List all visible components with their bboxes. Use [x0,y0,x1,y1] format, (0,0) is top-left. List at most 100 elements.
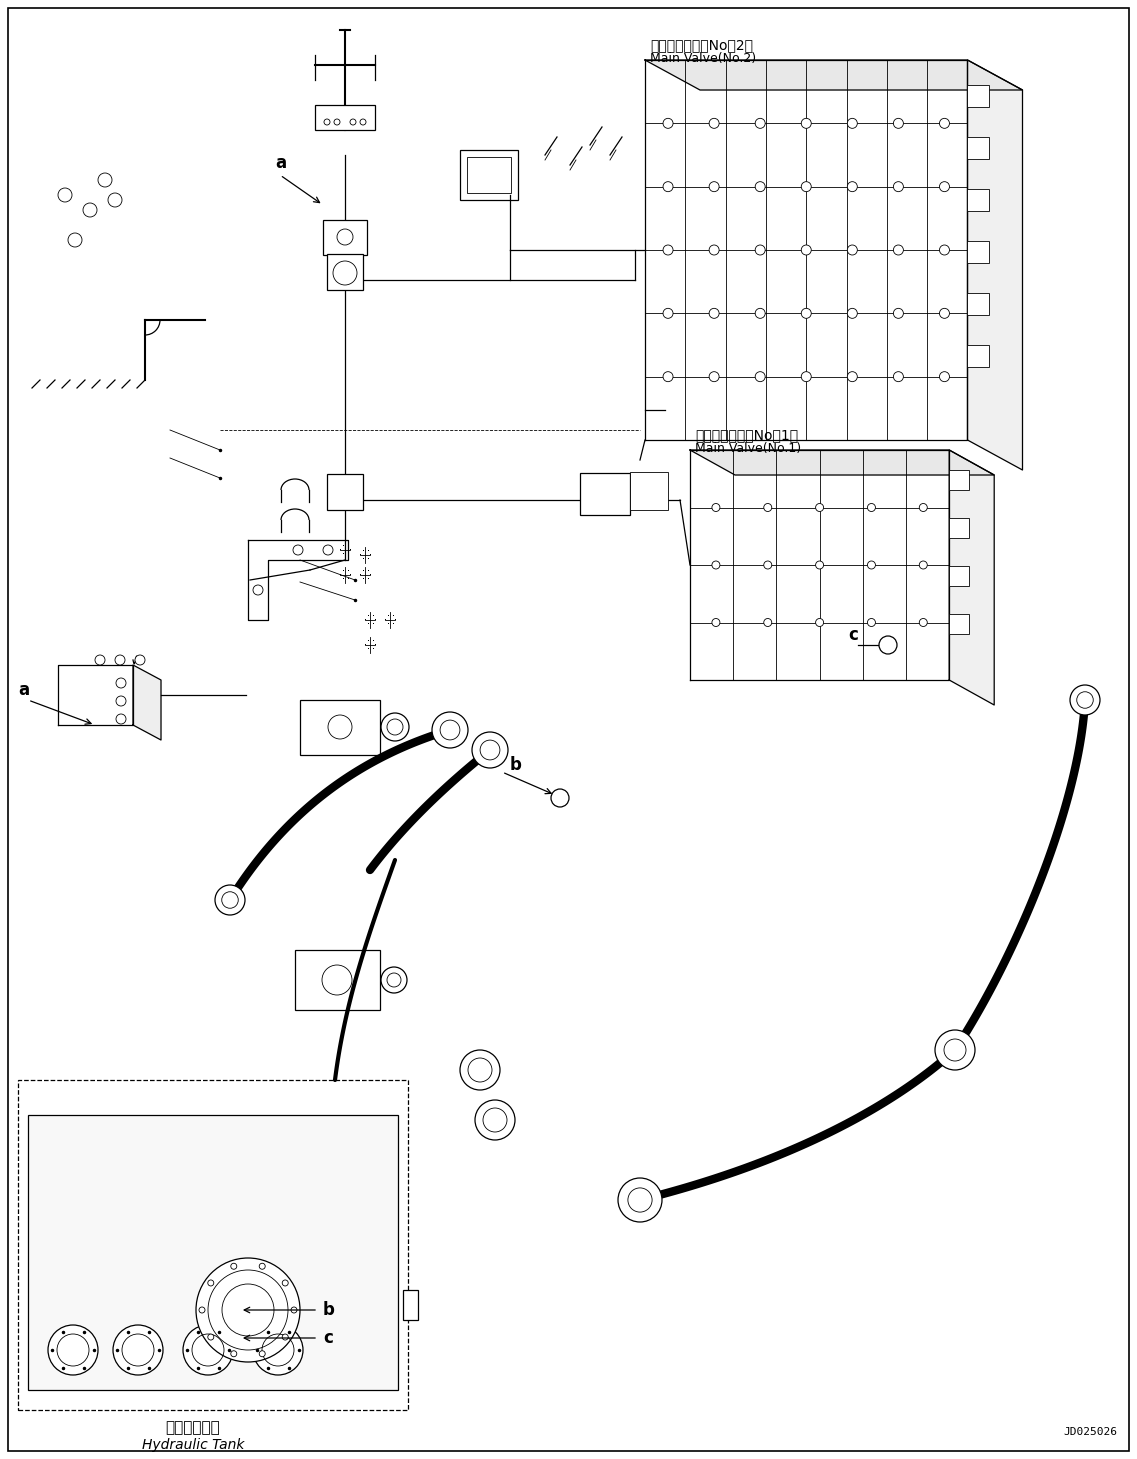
Polygon shape [645,60,1022,90]
Circle shape [894,372,904,382]
Text: a: a [18,681,30,699]
Text: b: b [323,1301,335,1319]
Circle shape [208,1334,214,1339]
Circle shape [116,678,126,689]
Text: Main Valve(No.1): Main Valve(No.1) [695,442,802,455]
Circle shape [712,562,720,569]
Circle shape [894,308,904,318]
Polygon shape [690,449,994,476]
Circle shape [709,118,719,128]
Polygon shape [248,540,348,620]
Circle shape [116,713,126,724]
Polygon shape [690,449,949,680]
Circle shape [847,245,857,255]
Bar [467,158,511,193]
Text: メインバルブ（No．2）: メインバルブ（No．2） [650,38,753,53]
Bar [315,105,375,130]
Circle shape [815,503,823,512]
Bar [294,950,380,1010]
Text: メインバルブ（No．1）: メインバルブ（No．1） [695,427,798,442]
Circle shape [755,245,765,255]
Circle shape [183,1325,233,1374]
Circle shape [381,967,407,994]
Circle shape [712,619,720,626]
Circle shape [663,245,673,255]
Circle shape [551,789,568,807]
Circle shape [868,619,875,626]
Circle shape [663,372,673,382]
Circle shape [381,713,409,741]
Circle shape [894,245,904,255]
Circle shape [663,308,673,318]
Circle shape [663,118,673,128]
Text: Main Valve(No.2): Main Valve(No.2) [650,53,756,66]
Bar [580,473,630,515]
Circle shape [196,1258,300,1363]
Text: a: a [275,155,287,172]
Circle shape [939,245,949,255]
Circle shape [282,1280,288,1285]
Circle shape [764,619,772,626]
Circle shape [254,1325,302,1374]
Circle shape [755,308,765,318]
Circle shape [259,1351,265,1357]
Circle shape [755,182,765,191]
Circle shape [920,503,928,512]
Circle shape [815,619,823,626]
Circle shape [291,1307,297,1313]
Circle shape [939,372,949,382]
Circle shape [663,182,673,191]
Circle shape [802,245,812,255]
Circle shape [939,182,949,191]
Bar [28,1115,398,1390]
Circle shape [475,1100,515,1139]
Circle shape [712,503,720,512]
Circle shape [815,562,823,569]
Circle shape [764,562,772,569]
Circle shape [337,229,352,245]
Polygon shape [968,60,1022,470]
Circle shape [868,503,875,512]
Bar [630,473,669,511]
Circle shape [755,118,765,128]
Bar [949,566,969,587]
Circle shape [360,120,366,125]
Circle shape [115,655,125,665]
Bar [300,700,380,754]
Bar [968,241,989,263]
Circle shape [802,372,812,382]
Circle shape [847,118,857,128]
Circle shape [847,372,857,382]
Circle shape [709,245,719,255]
Circle shape [847,308,857,318]
Text: Hydraulic Tank: Hydraulic Tank [142,1439,244,1452]
Text: b: b [511,756,522,775]
Circle shape [868,562,875,569]
Circle shape [208,1280,214,1285]
Bar [949,614,969,635]
Circle shape [879,636,897,654]
Circle shape [755,372,765,382]
Bar [949,470,969,490]
Circle shape [68,233,82,247]
Bar [18,1080,408,1409]
Circle shape [98,174,113,187]
Bar [323,220,367,255]
Circle shape [920,619,928,626]
Text: JD025026: JD025026 [1063,1427,1117,1437]
Polygon shape [133,665,161,740]
Bar [327,474,363,511]
Circle shape [231,1263,236,1269]
Circle shape [894,182,904,191]
Circle shape [1070,684,1099,715]
Circle shape [802,182,812,191]
Circle shape [215,886,244,915]
Bar [402,1290,418,1320]
Circle shape [334,120,340,125]
Text: c: c [323,1329,333,1347]
Bar [968,293,989,315]
Circle shape [472,732,508,767]
Circle shape [324,120,330,125]
Text: c: c [848,626,858,643]
Circle shape [333,261,357,285]
